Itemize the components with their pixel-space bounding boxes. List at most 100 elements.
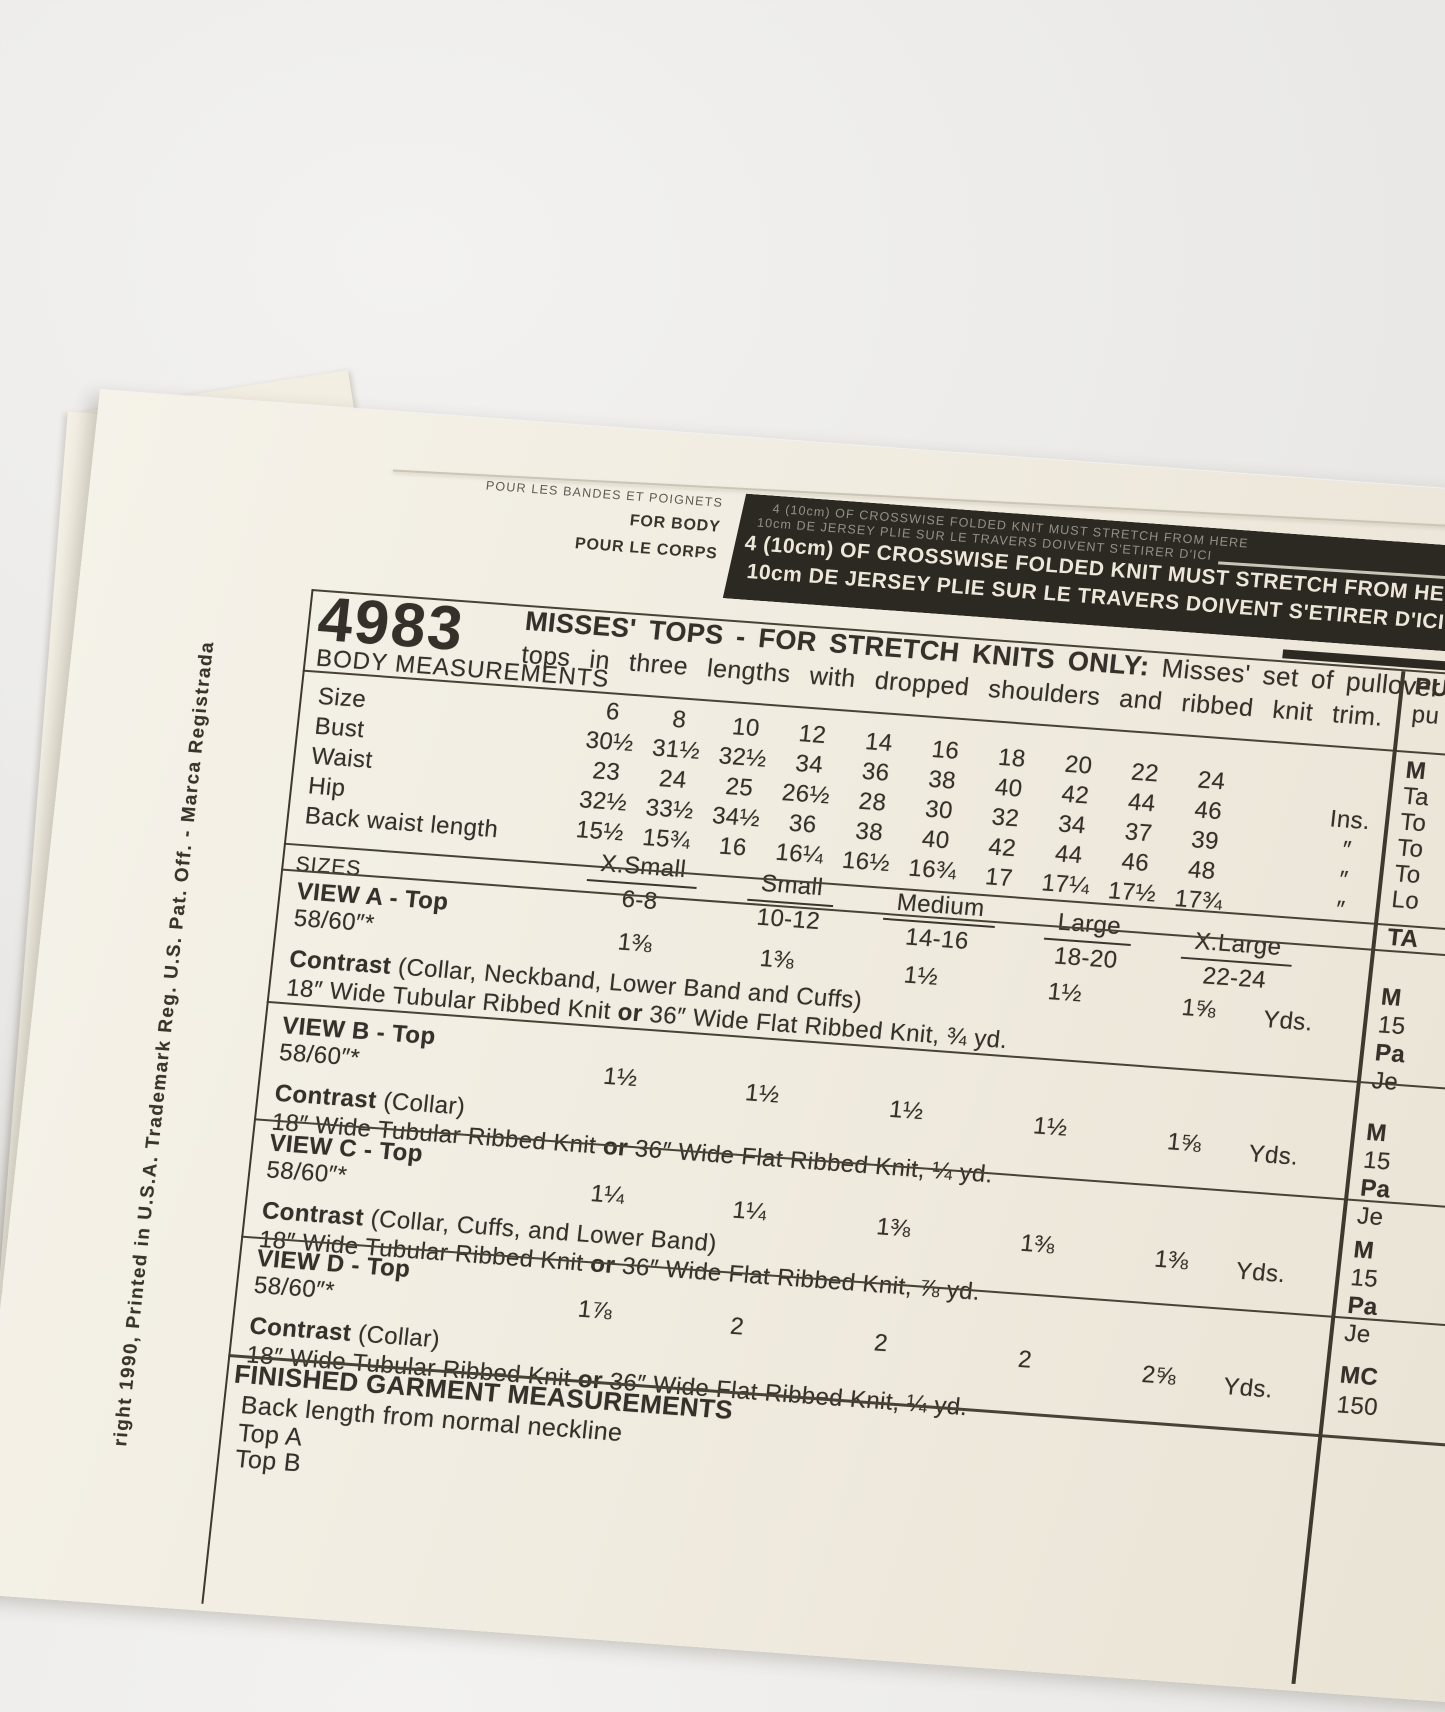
yardage-value: 1⅝	[1165, 1128, 1203, 1158]
measurement-row-label: Back waist length	[303, 802, 500, 844]
measurement-value: 8	[671, 705, 688, 734]
yardage-unit: Yds.	[1221, 1373, 1275, 1404]
measurement-value: 37	[1123, 818, 1154, 848]
measurement-value: 42	[1060, 780, 1091, 810]
right-column-fragment: MC	[1338, 1361, 1380, 1392]
measurement-value: 36	[860, 757, 891, 787]
measurement-value: 15¾	[641, 824, 692, 855]
measurement-row-label: Hip	[306, 772, 347, 802]
measurement-value: 16¼	[774, 838, 825, 870]
pattern-instruction-sheet: POUR LES BANDES ET POIGNETS FOR BODY POU…	[0, 390, 1445, 1712]
yardage-value: 1½	[902, 961, 940, 991]
yardage-unit: Yds.	[1247, 1140, 1300, 1171]
size-group-range: 10-12	[755, 903, 822, 936]
measurement-row-label: Size	[316, 682, 368, 714]
measurement-value: 28	[857, 787, 888, 817]
size-group-name: Small	[747, 870, 837, 908]
right-column-fragment: To	[1393, 860, 1423, 889]
yardage-unit: Yds.	[1261, 1005, 1315, 1037]
right-column-fragment: Je	[1343, 1319, 1373, 1349]
right-column-fragment: Pa	[1358, 1174, 1392, 1204]
measurement-value: 25	[724, 772, 755, 802]
yardage-value: 1½	[601, 1062, 639, 1093]
yardage-value: 1⅜	[1019, 1229, 1057, 1260]
fabric-width: 58/60″*	[292, 904, 376, 938]
right-column-fragment: M	[1404, 756, 1428, 786]
right-column-fragment: Pa	[1346, 1291, 1380, 1321]
yardage-value: 1¼	[731, 1196, 769, 1226]
right-column-fragment: To	[1398, 808, 1428, 838]
right-column-fragment: TA	[1386, 923, 1421, 953]
measurement-value: 30½	[584, 726, 636, 757]
yardage-value: 1½	[1031, 1112, 1069, 1142]
right-column-fragment: pu	[1410, 701, 1441, 730]
yardage-value: 2⅝	[1140, 1361, 1178, 1391]
measurement-value: 16	[930, 735, 961, 765]
size-group-range: 14-16	[903, 923, 971, 956]
measurement-unit: Ins.	[1328, 805, 1372, 836]
right-column-fragment: 15	[1349, 1264, 1380, 1293]
measurement-unit: ″	[1334, 895, 1347, 924]
ribbing-or: or	[616, 998, 644, 1028]
measurement-value: 44	[1053, 840, 1085, 870]
size-group-range: 18-20	[1052, 942, 1119, 974]
measurement-value: 17½	[1106, 877, 1158, 908]
measurement-value: 42	[987, 833, 1018, 863]
measurement-value: 30	[923, 795, 955, 825]
yardage-value: 2	[1016, 1345, 1034, 1374]
yardage-value: 2	[872, 1329, 890, 1358]
copyright-vertical-text: right 1990, Printed in U.S.A. Trademark …	[109, 640, 219, 1448]
right-column-fragment: Pa	[1373, 1039, 1407, 1069]
measurement-value: 38	[927, 765, 958, 795]
measurement-value: 20	[1063, 750, 1094, 780]
measurement-value: 46	[1120, 848, 1151, 878]
measurement-value: 32	[990, 803, 1021, 833]
right-column-fragment: M	[1379, 983, 1403, 1012]
yardage-value: 1½	[743, 1079, 781, 1109]
measurement-value: 31½	[650, 734, 702, 765]
measurement-value: 32½	[717, 742, 769, 773]
size-group-name: X.Large	[1180, 928, 1295, 967]
contrast-detail: (Collar)	[375, 1087, 467, 1121]
measurement-value: 24	[657, 765, 689, 794]
yardage-value: 1⅝	[1180, 993, 1218, 1024]
yardage-value: 1⅜	[616, 928, 654, 958]
measurement-value: 40	[993, 773, 1024, 803]
measurement-value: 15½	[574, 816, 626, 847]
right-column-fragment: PU	[1413, 673, 1445, 703]
measurement-value: 6	[604, 697, 622, 726]
yardage-value: 1½	[1046, 978, 1084, 1008]
measurement-value: 16	[717, 832, 749, 862]
measurement-value: 16½	[840, 846, 892, 878]
measurement-value: 44	[1126, 788, 1158, 818]
finished-garment-top-b: Top B	[233, 1444, 303, 1478]
fabric-width: 58/60″*	[265, 1156, 349, 1190]
measurement-value: 24	[1196, 766, 1227, 796]
right-column-fragment: 150	[1335, 1391, 1380, 1422]
right-column-fragment: Lo	[1390, 886, 1421, 915]
measurement-value: 39	[1189, 826, 1221, 856]
measurement-row-label: Bust	[313, 712, 366, 744]
right-column-fragment: Je	[1355, 1202, 1385, 1232]
yardage-value: 1½	[887, 1095, 925, 1126]
right-column-fragment: To	[1395, 834, 1425, 864]
yardage-value: 1⅞	[576, 1295, 614, 1325]
measurement-unit: ″	[1337, 866, 1350, 894]
contrast-detail: (Collar)	[349, 1320, 442, 1354]
measurement-value: 34	[1056, 810, 1088, 840]
measurement-row-label: Waist	[310, 742, 374, 774]
yardage-value: 1⅜	[1153, 1245, 1191, 1275]
yardage-value: 2	[728, 1312, 746, 1341]
measurement-value: 14	[863, 728, 895, 757]
right-column-fragment: 15	[1361, 1146, 1393, 1176]
measurement-value: 40	[920, 825, 951, 855]
measurement-value: 33½	[644, 794, 696, 825]
measurement-value: 48	[1186, 856, 1218, 885]
fabric-width: 58/60″*	[252, 1271, 337, 1305]
measurement-value: 36	[787, 809, 818, 839]
measurement-value: 16¾	[907, 854, 958, 885]
measurement-value: 22	[1129, 758, 1161, 788]
measurement-value: 12	[797, 720, 828, 750]
right-column-fragment: M	[1364, 1118, 1389, 1148]
yardage-value: 1⅜	[758, 944, 796, 975]
